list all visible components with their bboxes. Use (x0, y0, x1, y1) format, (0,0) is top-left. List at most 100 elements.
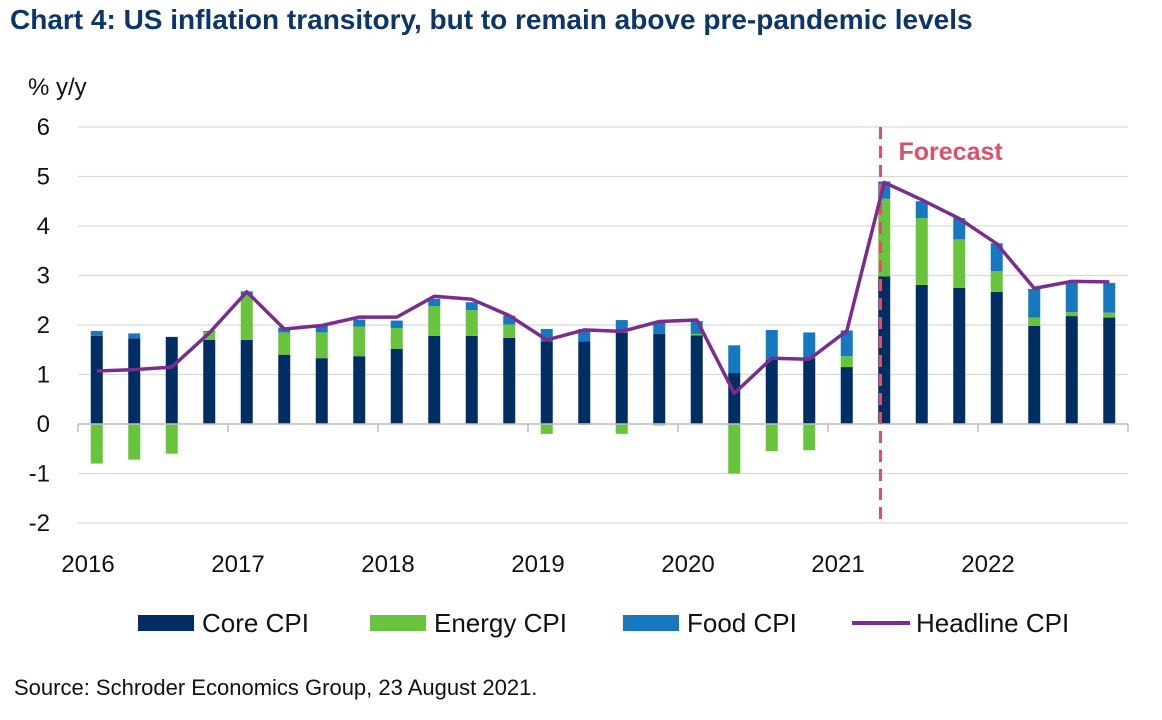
bar-food (428, 298, 441, 307)
bar-food (803, 332, 816, 359)
bar-energy (953, 239, 966, 288)
bar-core (840, 367, 853, 424)
bar-energy (203, 331, 216, 340)
bar-energy (428, 306, 441, 336)
bar-energy (1065, 312, 1078, 317)
bar-food (128, 333, 141, 339)
legend-item-core: Core CPI (138, 608, 309, 638)
bar-core (278, 354, 291, 424)
x-tick-label: 2022 (961, 551, 1014, 578)
legend-item-food: Food CPI (623, 608, 797, 638)
y-tick-label: 6 (37, 114, 50, 141)
bar-core (765, 359, 778, 424)
x-tick-label: 2016 (61, 551, 114, 578)
bar-core (578, 341, 591, 424)
bar-food (653, 322, 666, 334)
bar-food (90, 330, 103, 336)
legend-label: Headline CPI (916, 608, 1069, 638)
bar-food (953, 218, 966, 240)
legend: Core CPI Energy CPI Food CPI Headline CPI (138, 608, 1069, 638)
legend-item-headline: Headline CPI (852, 608, 1069, 638)
bar-core (1028, 325, 1041, 424)
bar-energy (165, 424, 178, 454)
headline-cpi-polyline (96, 180, 1110, 396)
y-tick-label: 3 (37, 263, 50, 290)
bar-food (465, 302, 478, 311)
y-axis-label: % y/y (28, 74, 87, 101)
headline-cpi-line (96, 180, 1110, 396)
chart-title: Chart 4: US inflation transitory, but to… (10, 4, 973, 35)
x-tick-label: 2021 (811, 551, 864, 578)
bar-core (390, 348, 403, 424)
bar-series (90, 181, 1116, 474)
bar-core (165, 336, 178, 424)
bar-core (915, 284, 928, 424)
legend-swatch (370, 615, 426, 631)
bar-food (915, 201, 928, 219)
legend-label: Food CPI (687, 608, 797, 638)
bar-energy (540, 424, 553, 434)
bar-core (653, 333, 666, 424)
bar-core (728, 373, 741, 424)
bar-food (1028, 288, 1041, 318)
bar-core (803, 358, 816, 424)
bar-energy (840, 356, 853, 368)
bar-energy (803, 424, 816, 451)
legend-swatch (623, 615, 679, 631)
bar-energy (390, 327, 403, 349)
bar-core (1103, 317, 1116, 424)
y-tick-label: 4 (37, 213, 50, 240)
bar-energy (353, 326, 366, 357)
bar-core (878, 276, 891, 424)
bar-core (428, 335, 441, 424)
y-axis-tick-labels: 6 5 4 3 2 1 0 -1 -2 (29, 114, 50, 537)
bar-energy (878, 198, 891, 277)
bar-energy (1028, 317, 1041, 326)
bar-core (503, 337, 516, 424)
bar-core (1065, 316, 1078, 424)
bar-core (353, 356, 366, 424)
bar-food (315, 325, 328, 333)
x-tick-label: 2017 (211, 551, 264, 578)
x-tick-label: 2019 (511, 551, 564, 578)
bar-energy (278, 332, 291, 355)
bar-core (90, 335, 103, 424)
y-tick-label: 5 (37, 164, 50, 191)
bar-core (615, 332, 628, 424)
bar-energy (1103, 312, 1116, 318)
x-axis: 2016 2017 2018 2019 2020 2021 2022 (61, 423, 1129, 578)
y-tick-label: 0 (37, 411, 50, 438)
bar-core (203, 339, 216, 424)
legend-label: Energy CPI (434, 608, 567, 638)
bar-core (540, 341, 553, 424)
bar-food (353, 319, 366, 327)
x-tick-label: 2020 (661, 551, 714, 578)
bar-energy (690, 333, 703, 336)
bar-food (503, 315, 516, 325)
y-tick-label: -1 (29, 461, 50, 488)
bar-energy (615, 424, 628, 434)
bar-core (465, 335, 478, 424)
x-tick-label: 2018 (361, 551, 414, 578)
legend-label: Core CPI (202, 608, 309, 638)
bar-energy (915, 218, 928, 285)
bar-energy (503, 324, 516, 338)
bar-energy (465, 310, 478, 336)
bar-food (840, 330, 853, 357)
bar-food (390, 320, 403, 328)
y-tick-label: 1 (37, 362, 50, 389)
bar-energy (90, 424, 103, 464)
y-tick-label: 2 (37, 312, 50, 339)
bar-core (953, 287, 966, 424)
bar-core (990, 291, 1003, 424)
y-tick-label: -2 (29, 510, 50, 537)
bar-energy (728, 424, 741, 474)
legend-swatch (138, 615, 194, 631)
bar-energy (128, 424, 141, 460)
bar-energy (315, 332, 328, 359)
bar-food (990, 243, 1003, 272)
bar-core (240, 339, 253, 424)
bar-food (728, 345, 741, 374)
bar-food (1065, 282, 1078, 313)
